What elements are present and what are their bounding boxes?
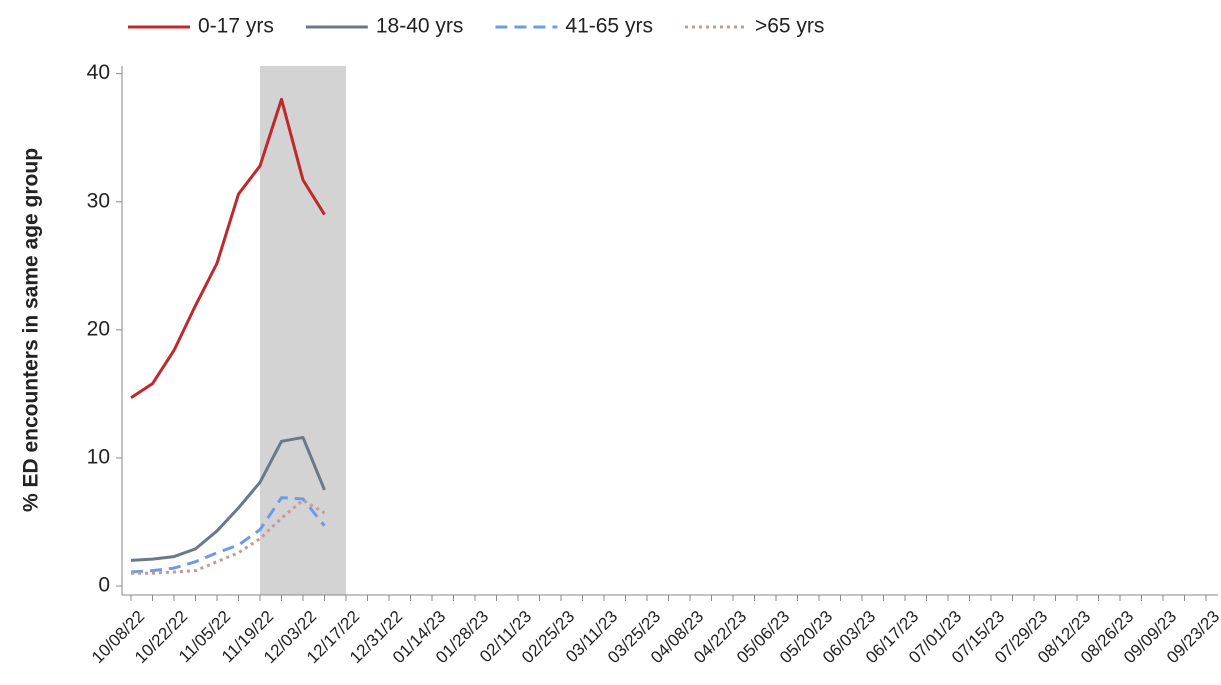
series-line	[131, 498, 326, 575]
legend-label: 0-17 yrs	[198, 15, 274, 38]
series-line	[130, 496, 326, 574]
legend-label: 41-65 yrs	[565, 15, 653, 38]
y-axis-label: % ED encounters in same age group	[20, 148, 43, 512]
y-tick-label: 30	[87, 189, 110, 212]
legend-label: >65 yrs	[755, 15, 824, 38]
y-tick-label: 40	[87, 61, 110, 84]
y-tick-label: 0	[98, 574, 110, 597]
highlight-band	[260, 66, 346, 595]
series-line	[130, 435, 326, 562]
y-tick-label: 20	[87, 317, 110, 340]
series-line	[130, 97, 326, 400]
y-tick-label: 10	[87, 445, 110, 468]
legend-label: 18-40 yrs	[376, 15, 464, 38]
